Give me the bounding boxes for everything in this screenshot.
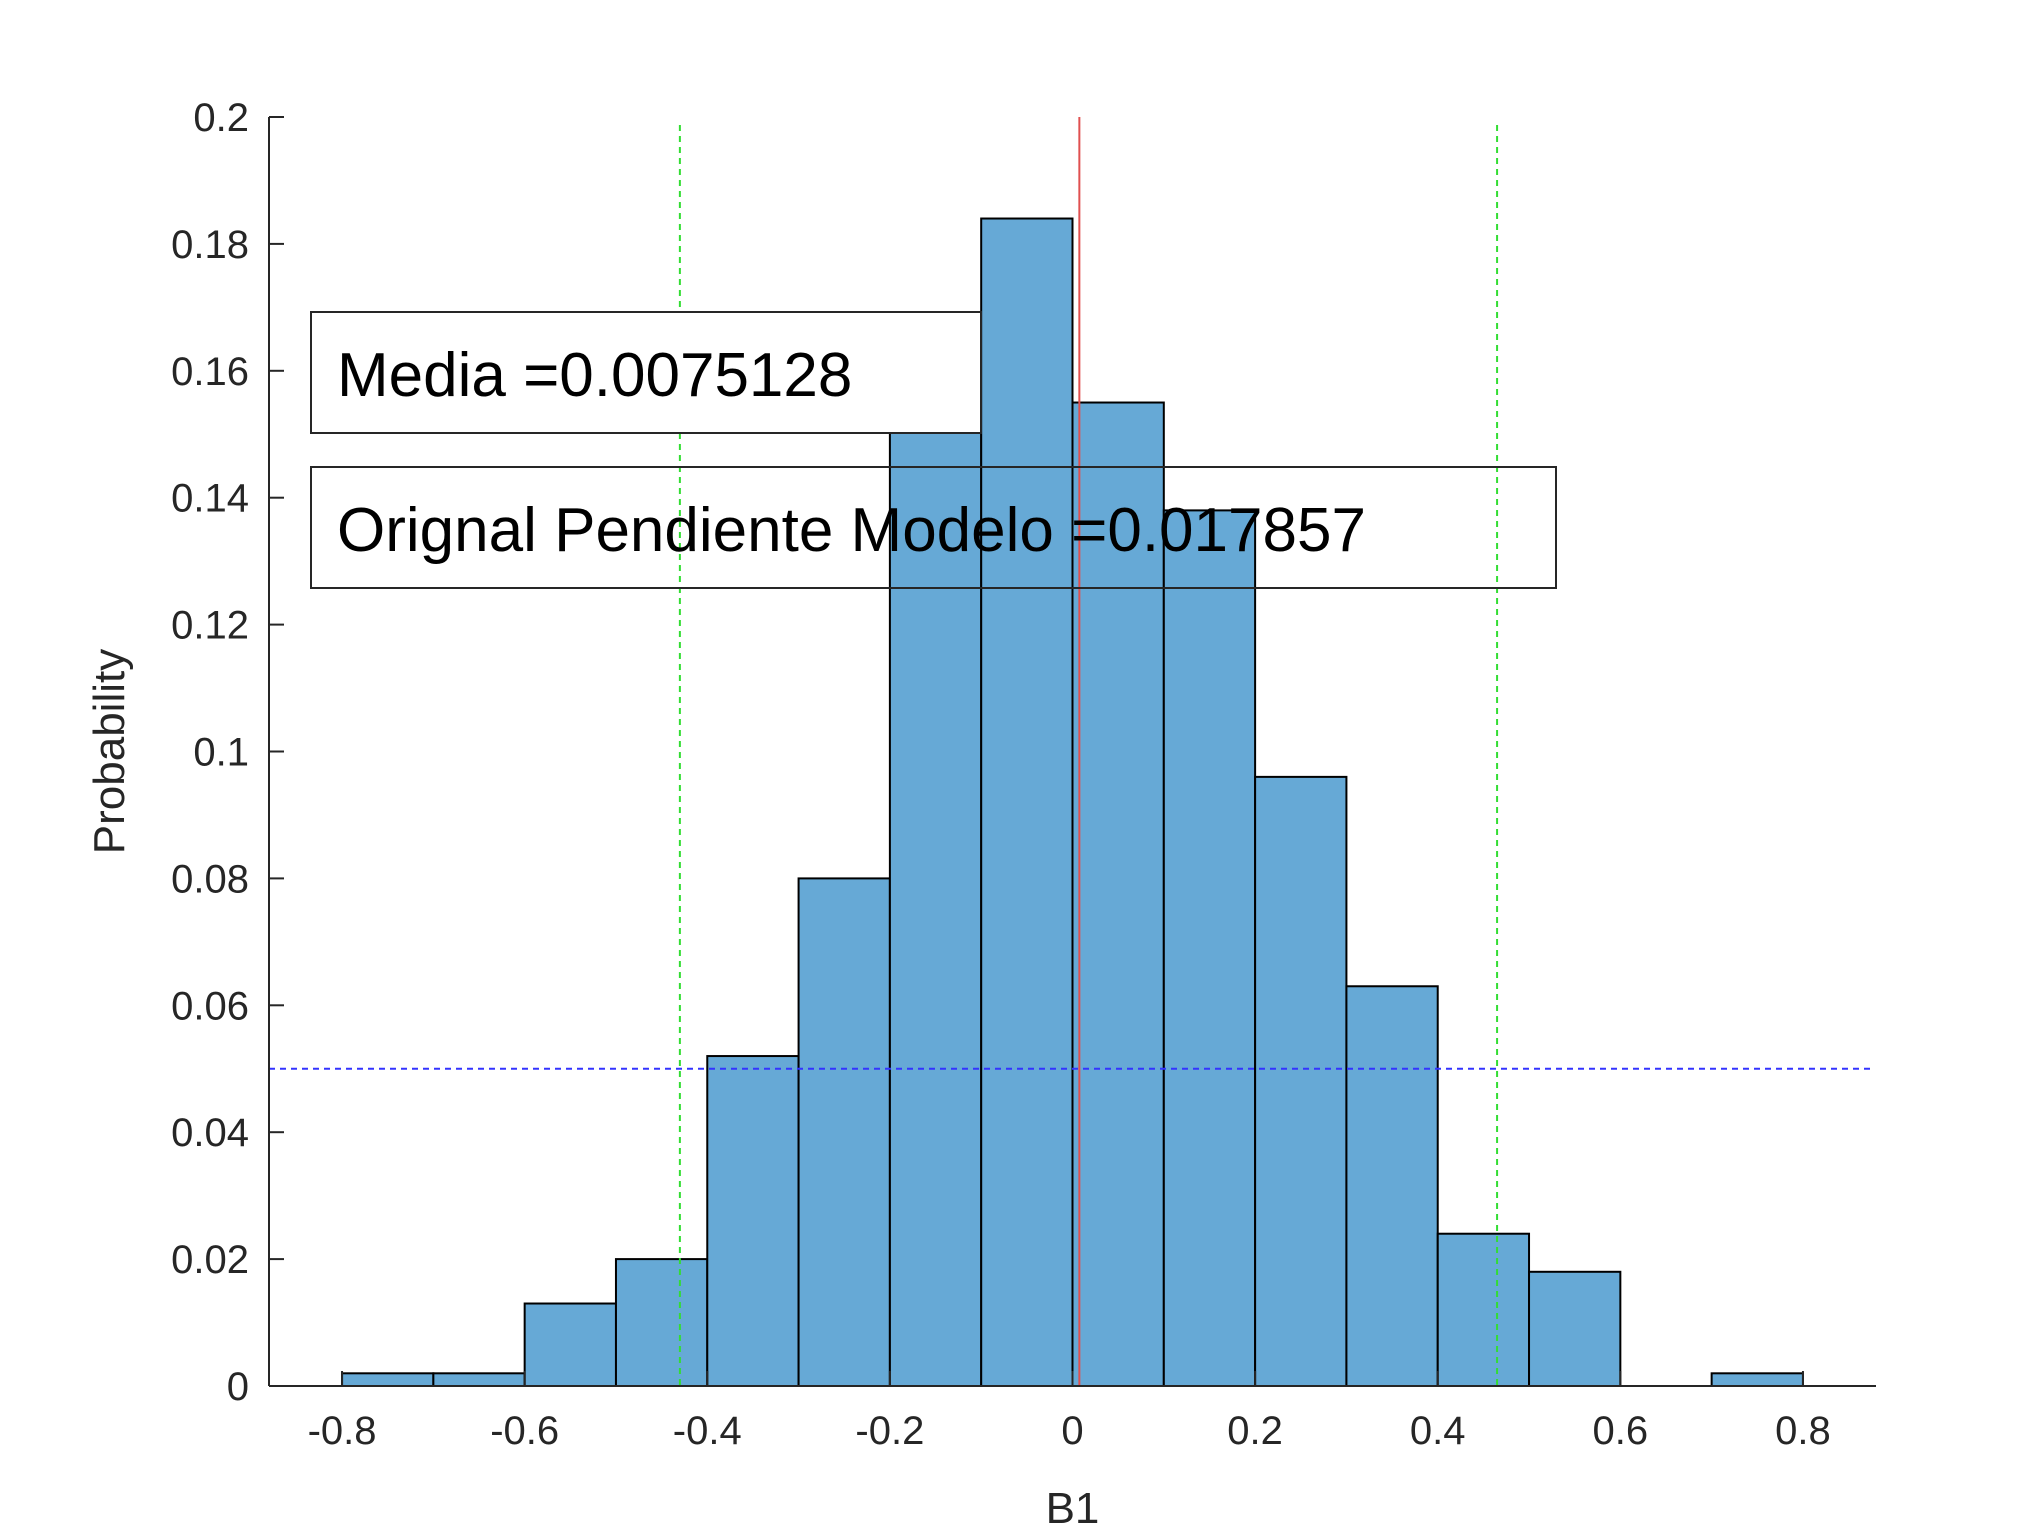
x-tick-label: -0.6: [490, 1409, 559, 1453]
y-tick-label: 0.1: [193, 731, 249, 775]
axes-group: 0 0.02 0.04 0.06 0.08 0.1 0.12 0.14 0.16 0.18 0.2 -…: [171, 96, 1876, 1453]
annotation-original-slope-text: Orignal Pendiente Modelo =0.017857: [337, 496, 1366, 565]
y-tick-label: 0.06: [171, 984, 249, 1028]
x-tick-label: -0.8: [308, 1409, 377, 1453]
y-tick-label: 0.12: [171, 604, 249, 648]
histogram-bar: [1528, 1270, 1622, 1388]
y-tick-label: 0.18: [171, 223, 249, 267]
histogram-bar: [888, 426, 983, 1387]
annotations-group: Media =0.0075128 Orignal Pendiente Model…: [310, 311, 1557, 589]
x-tick-label: 0.2: [1227, 1409, 1283, 1453]
y-tick-label: 0.14: [171, 477, 249, 521]
y-axis-label: Probability: [85, 649, 134, 854]
y-tick-label: 0.2: [193, 96, 249, 140]
y-tick-label: 0.02: [171, 1238, 249, 1282]
histogram-bar: [797, 877, 891, 1388]
x-tick-label: 0.6: [1593, 1409, 1649, 1453]
histogram-bar: [1071, 401, 1165, 1387]
y-tick-label: 0: [227, 1365, 249, 1409]
annotation-box-original-slope: [310, 466, 1557, 589]
histogram-bar: [432, 1372, 526, 1388]
x-tick-label: 0.8: [1775, 1409, 1831, 1453]
histogram-bar: [1710, 1372, 1804, 1388]
annotation-box-media: [310, 311, 982, 434]
histogram-bar: [1254, 775, 1348, 1387]
y-tick-label: 0.16: [171, 350, 249, 394]
histogram-bar: [1162, 509, 1257, 1387]
x-tick-label: -0.4: [673, 1409, 742, 1453]
x-tick-label: 0: [1061, 1409, 1083, 1453]
histogram-bar: [341, 1372, 435, 1388]
histogram-bar: [706, 1055, 800, 1388]
histogram-bar: [1345, 985, 1439, 1387]
y-tick-label: 0.08: [171, 857, 249, 901]
annotation-media-text: Media =0.0075128: [337, 341, 852, 410]
x-tick-label: 0.4: [1410, 1409, 1466, 1453]
x-tick-label: -0.2: [855, 1409, 924, 1453]
histogram-bar: [1436, 1232, 1531, 1387]
histogram-bar: [523, 1302, 617, 1388]
histogram-bar: [980, 217, 1074, 1387]
histogram-bar: [614, 1258, 709, 1387]
y-tick-label: 0.04: [171, 1111, 249, 1155]
x-axis-label: B1: [1046, 1484, 1100, 1531]
